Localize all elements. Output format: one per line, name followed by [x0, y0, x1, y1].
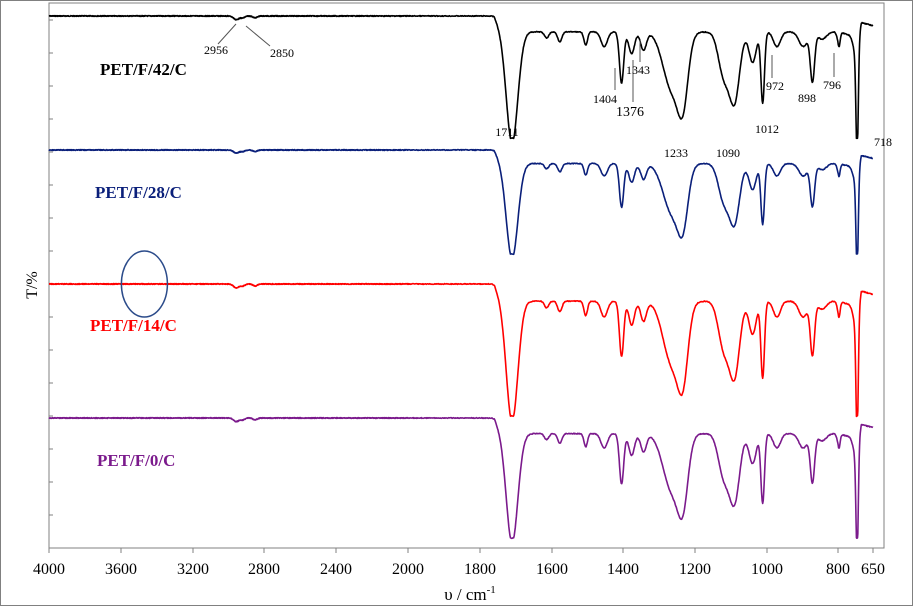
x-tick-label: 3200: [177, 561, 209, 578]
x-axis-ticks: 4000 3600 3200 2800 2400 2000 1800 1600 1400 1200…: [33, 548, 885, 578]
series-labels: PET/F/42/C PET/F/28/C PET/F/14/C PET/F/0/C: [90, 60, 187, 470]
x-tick-label: 1600: [536, 561, 568, 578]
peak-annotation: 1343: [626, 63, 650, 77]
peak-annotation: 898: [798, 91, 816, 105]
peak-annotation: 1090: [716, 146, 740, 160]
x-tick-label: 2400: [320, 561, 352, 578]
peak-annotation: 2956: [204, 43, 228, 57]
peak-annotation: 1012: [755, 122, 779, 136]
spectrum-line: [48, 282, 874, 418]
peak-annotation: 972: [766, 79, 784, 93]
plot-area-frame: [48, 2, 885, 549]
peak-annotation: 718: [874, 135, 892, 149]
x-tick-label: 800: [826, 561, 850, 578]
spectrum-line: [48, 148, 874, 256]
series-label: PET/F/0/C: [97, 451, 175, 470]
series-label: PET/F/14/C: [90, 316, 177, 335]
annotation-leader-line: [245, 25, 271, 47]
x-tick-label: 4000: [33, 561, 65, 578]
series-label: PET/F/42/C: [100, 60, 187, 79]
highlight-ellipse: [120, 250, 169, 318]
series-label: PET/F/28/C: [95, 183, 182, 202]
peak-annotation: 1376: [616, 105, 644, 120]
x-tick-label: 3600: [105, 561, 137, 578]
y-axis-label: T/%: [24, 271, 41, 299]
x-axis-label-text: υ / cm: [444, 585, 486, 604]
x-tick-label: 1800: [464, 561, 496, 578]
spectra-traces: [48, 14, 874, 540]
x-tick-label: 1400: [607, 561, 639, 578]
peak-annotation: 1711: [495, 125, 519, 139]
x-tick-label: 2000: [392, 561, 424, 578]
x-tick-label: 2800: [248, 561, 280, 578]
peak-annotation: 796: [823, 78, 841, 92]
x-axis-label: υ / cm-1: [444, 584, 496, 604]
peak-annotation: 2850: [270, 46, 294, 60]
spectrum-line: [48, 416, 874, 540]
annotation-leader-line: [217, 23, 237, 45]
x-tick-label: 1200: [679, 561, 711, 578]
peak-annotation: 1404: [593, 92, 617, 106]
peak-annotation: 1233: [664, 146, 688, 160]
x-tick-label: 650: [861, 561, 885, 578]
spectrum-line: [48, 14, 874, 140]
x-tick-label: 1000: [751, 561, 783, 578]
x-axis-label-exponent: -1: [487, 584, 496, 596]
